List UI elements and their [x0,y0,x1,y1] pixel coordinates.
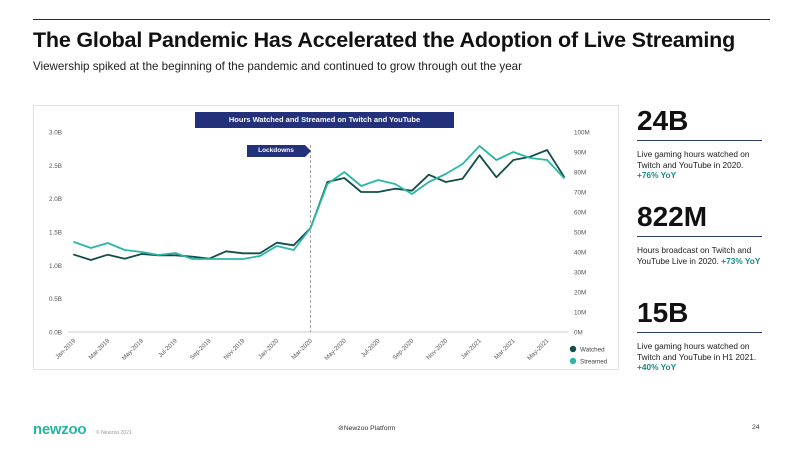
right-axis-tick-label: 60M [574,210,586,217]
right-axis-tick-label: 10M [574,310,586,317]
stat-growth: +40% YoY [637,362,677,372]
newzoo-mark-icon: ⊘ [338,425,344,432]
stat-description: Live gaming hours watched on Twitch and … [637,149,750,180]
x-axis-tick-label: Mar-2020 [290,337,314,361]
left-axis-tick-label: 0.0B [49,330,62,337]
left-axis-tick-label: 2.5B [49,163,62,170]
stat-divider [637,236,762,237]
x-axis-tick-label: May-2021 [526,337,551,362]
x-axis-tick-label: Mar-2021 [493,337,517,361]
stat-divider [637,140,762,141]
stat-description: Hours broadcast on Twitch and YouTube Li… [637,245,761,266]
x-axis-tick-label: Sep-2020 [391,337,415,361]
stat-description: Live gaming hours watched on Twitch and … [637,341,757,372]
x-axis-tick-label: Jan-2021 [460,337,484,361]
chart-frame [33,105,619,370]
x-axis-tick-label: Mar-2019 [88,337,112,361]
footer-platform-label: ⊘Newzoo Platform [338,425,396,432]
x-axis-tick-label: May-2020 [323,337,348,362]
right-axis-tick-label: 40M [574,250,586,257]
stat-block-hours-broadcast-2020: 822M Hours broadcast on Twitch and YouTu… [637,203,777,266]
stat-block-hours-watched-h1-2021: 15B Live gaming hours watched on Twitch … [637,299,777,373]
right-axis-tick-label: 80M [574,170,586,177]
x-axis-tick-label: Jul-2020 [360,337,382,359]
stat-divider [637,332,762,333]
right-axis-tick-label: 30M [574,270,586,277]
stat-value: 15B [637,297,689,328]
stat-value: 24B [637,105,689,136]
x-axis-tick-label: Nov-2020 [425,337,449,361]
top-rule [33,19,770,20]
lockdowns-arrow-icon [305,145,311,157]
x-axis-tick-label: Jan-2020 [257,337,281,361]
x-axis-tick-label: Nov-2019 [222,337,246,361]
x-axis-tick-label: Sep-2019 [189,337,213,361]
right-axis-tick-label: 20M [574,290,586,297]
line-chart: 0.0B 0.5B 1.0B 1.5B 2.0B 2.5B 3.0B 0M 10M 20M 30M 4… [49,130,608,366]
chart-title: Hours Watched and Streamed on Twitch and… [195,112,454,128]
left-axis-tick-label: 1.0B [49,263,62,270]
stat-growth: +76% YoY [637,170,677,180]
right-axis-tick-label: 100M [574,130,590,137]
stat-value: 822M [637,201,708,232]
legend-marker-streamed [569,357,577,365]
left-axis-tick-label: 1.5B [49,230,62,237]
series-line-streamed [73,145,565,260]
stat-growth: +73% YoY [721,255,761,266]
x-axis-tick-label: Jan-2019 [54,337,78,361]
page-number: 24 [752,424,760,431]
lockdowns-annotation: Lockdowns [247,145,305,157]
footer-copyright: © Newzoo 2021 [96,430,132,436]
legend-marker-watched [569,345,577,353]
newzoo-logo: newzoo [33,421,87,438]
right-axis-tick-label: 50M [574,230,586,237]
x-axis-tick-label: Jul-2019 [157,337,179,359]
left-axis-tick-label: 2.0B [49,196,62,203]
stat-block-hours-watched-2020: 24B Live gaming hours watched on Twitch … [637,107,777,181]
legend-label-streamed: Streamed [580,358,608,365]
left-axis-tick-label: 0.5B [49,296,62,303]
page-subtitle: Viewership spiked at the beginning of th… [33,60,522,73]
page-title: The Global Pandemic Has Accelerated the … [33,28,736,52]
legend-label-watched: Watched [580,346,605,353]
right-axis-tick-label: 0M [574,330,583,337]
right-axis-tick-label: 70M [574,190,586,197]
x-axis-tick-label: May-2019 [121,337,146,362]
right-axis-tick-label: 90M [574,150,586,157]
left-axis-tick-label: 3.0B [49,130,62,137]
